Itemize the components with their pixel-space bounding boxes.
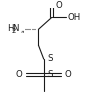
Text: OH: OH: [68, 13, 81, 22]
Text: O: O: [55, 1, 62, 10]
Text: S: S: [47, 70, 53, 79]
Text: 2: 2: [12, 28, 16, 34]
Text: ,,: ,,: [20, 25, 25, 34]
Text: S: S: [47, 54, 53, 63]
Text: N: N: [13, 24, 19, 33]
Text: O: O: [65, 70, 72, 79]
Text: O: O: [16, 70, 23, 79]
Text: H: H: [7, 24, 14, 33]
